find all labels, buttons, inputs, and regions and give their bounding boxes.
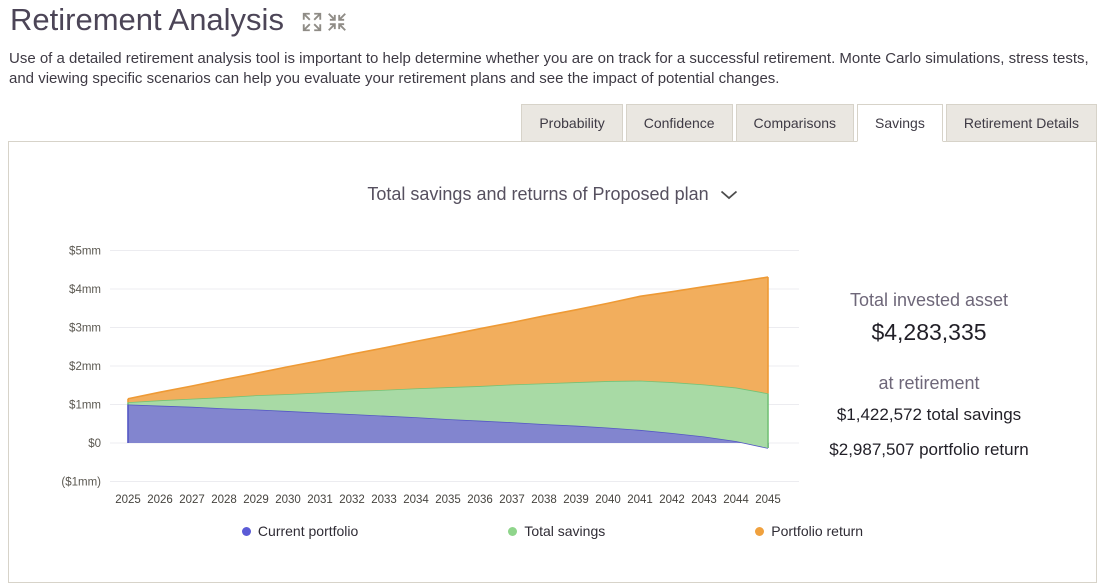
svg-text:$3mm: $3mm xyxy=(69,323,101,335)
svg-text:2026: 2026 xyxy=(147,494,173,506)
svg-text:2040: 2040 xyxy=(595,494,621,506)
invested-asset-label: Total invested asset xyxy=(849,290,1009,310)
legend-item-current-portfolio: Current portfolio xyxy=(241,523,359,539)
svg-text:2042: 2042 xyxy=(659,494,685,506)
svg-text:2030: 2030 xyxy=(275,494,301,506)
tab-savings[interactable]: Savings xyxy=(857,104,943,142)
svg-text:2036: 2036 xyxy=(467,494,493,506)
svg-text:2044: 2044 xyxy=(723,494,749,506)
tab-confidence[interactable]: Confidence xyxy=(625,104,733,142)
svg-text:$5mm: $5mm xyxy=(69,246,101,258)
legend-item-portfolio-return: Portfolio return xyxy=(755,523,863,539)
legend-label: Current portfolio xyxy=(257,523,359,539)
chart-panel: Total savings and returns of Proposed pl… xyxy=(8,141,1097,583)
tab-retirement-details[interactable]: Retirement Details xyxy=(945,104,1097,142)
svg-text:2035: 2035 xyxy=(435,494,461,506)
svg-text:2033: 2033 xyxy=(371,494,397,506)
svg-text:2027: 2027 xyxy=(179,494,205,506)
chart-plan-selector[interactable]: Total savings and returns of Proposed pl… xyxy=(9,184,1096,205)
svg-text:$1mm: $1mm xyxy=(69,400,101,412)
legend-item-total-savings: Total savings xyxy=(508,523,605,539)
svg-text:2029: 2029 xyxy=(243,494,269,506)
svg-text:2038: 2038 xyxy=(531,494,557,506)
portfolio-return-value: $2,987,507 portfolio return xyxy=(829,440,1029,459)
page-title: Retirement Analysis xyxy=(10,2,284,37)
svg-text:2037: 2037 xyxy=(499,494,525,506)
svg-text:2041: 2041 xyxy=(627,494,653,506)
tab-probability[interactable]: Probability xyxy=(521,104,623,142)
svg-text:$0: $0 xyxy=(88,438,101,450)
tab-comparisons[interactable]: Comparisons xyxy=(735,104,855,142)
svg-text:($1mm): ($1mm) xyxy=(61,477,101,489)
svg-text:2032: 2032 xyxy=(339,494,365,506)
savings-area-chart: $5mm $4mm $3mm $2mm $1mm $0 ($1mm) 2025 2026 2027… xyxy=(61,246,799,506)
svg-text:2034: 2034 xyxy=(403,494,429,506)
collapse-icon[interactable] xyxy=(326,11,348,33)
retirement-summary: Total invested asset $4,283,335 at retir… xyxy=(809,290,1049,460)
svg-text:2025: 2025 xyxy=(115,494,141,506)
portfolio-return-dot-icon xyxy=(755,526,765,536)
svg-text:$2mm: $2mm xyxy=(69,361,101,373)
svg-text:2043: 2043 xyxy=(691,494,717,506)
page-description: Use of a detailed retirement analysis to… xyxy=(9,50,1089,87)
current-portfolio-dot-icon xyxy=(241,526,251,536)
svg-text:2028: 2028 xyxy=(211,494,237,506)
chevron-down-icon xyxy=(720,184,738,205)
svg-text:2045: 2045 xyxy=(755,494,781,506)
svg-text:2031: 2031 xyxy=(307,494,333,506)
at-retirement-label: at retirement xyxy=(878,373,980,393)
invested-asset-value: $4,283,335 xyxy=(871,319,987,345)
total-savings-value: $1,422,572 total savings xyxy=(836,405,1022,424)
total-savings-dot-icon xyxy=(508,526,518,536)
svg-text:2039: 2039 xyxy=(563,494,589,506)
title-icons xyxy=(301,11,348,33)
svg-text:$4mm: $4mm xyxy=(69,284,101,296)
legend-label: Portfolio return xyxy=(771,523,864,539)
chart-title: Total savings and returns of Proposed pl… xyxy=(367,184,709,204)
expand-icon[interactable] xyxy=(301,11,323,33)
tab-bar: Probability Confidence Comparisons Savin… xyxy=(521,104,1097,142)
legend-label: Total savings xyxy=(524,523,606,539)
chart-legend: Current portfolio Total savings Portfoli… xyxy=(9,523,1096,539)
